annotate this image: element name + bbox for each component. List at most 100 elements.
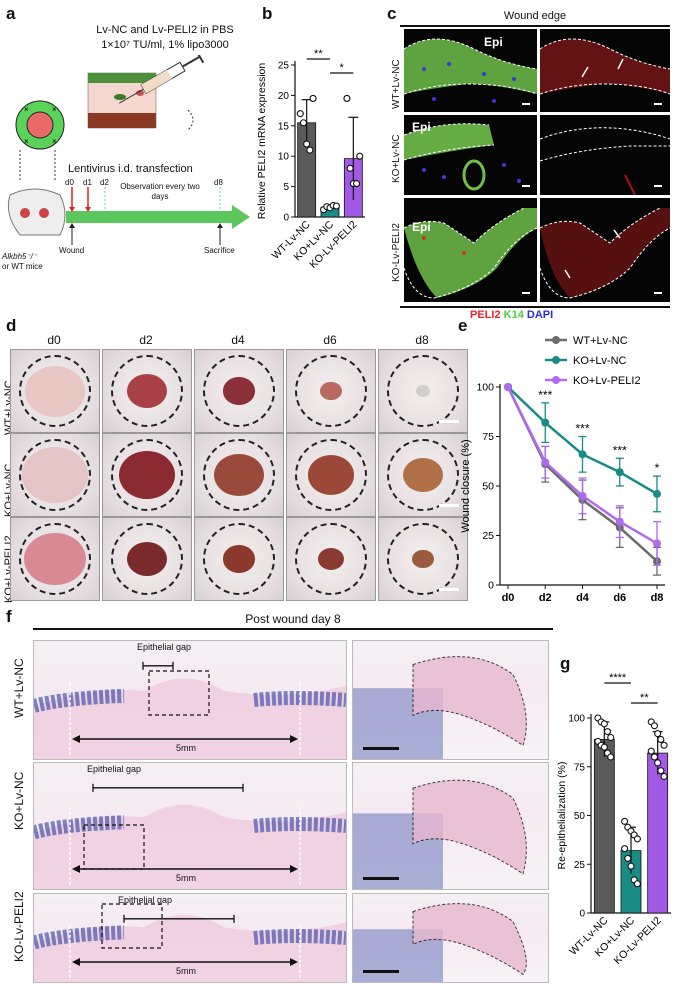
y-tick-label: 100 [476,382,494,394]
y-tick-label: 0 [579,909,585,920]
wound-photo [378,517,468,601]
histology-overview [33,762,347,890]
data-point [607,733,615,742]
significance-label: *** [613,443,627,457]
data-point [356,152,364,160]
scale-bar [439,588,459,591]
wound-photo [286,349,376,433]
y-tick-label: 20 [278,91,290,102]
fluor-peli2-ko [540,115,670,195]
wound-outline [203,355,275,427]
wound-photo [194,517,284,601]
svg-text:×: × [24,137,29,146]
scale-bar [439,504,459,507]
day-header-d2: d2 [139,333,153,347]
y-tick-label: 25 [574,860,586,871]
wound-area [22,446,88,504]
observation-label: Observation every two days [120,182,200,201]
y-tick-label: 15 [278,121,290,132]
wound-ring-icon: × × × × [15,100,65,150]
wound-photo [378,433,468,517]
y-tick-label: 5 [283,182,289,193]
wound-photo [286,517,376,601]
series-line [506,386,658,563]
y-tick-label: 50 [574,811,586,822]
day-label-d8: d8 [214,178,223,187]
scale-bar [439,420,459,423]
data-point [615,517,624,526]
data-point [309,94,317,102]
panel-label-e: e [458,316,468,335]
wound-photo [10,433,100,517]
data-point [352,180,361,188]
scale-label-5mm: 5mm [176,966,196,976]
panel-f-row-label-3: KO-Lv-PELI2 [12,891,26,962]
epi-label-1: Epi [484,35,503,49]
legend-label: WT+Lv-NC [573,335,628,347]
wound-area [119,451,175,499]
wound-area [127,374,167,408]
legend-label: KO+Lv-PELI2 [573,375,641,387]
sacrifice-label: Sacrifice [204,246,235,255]
y-tick-label: 0 [283,213,289,224]
panel-label-g: g [560,654,571,673]
data-point [303,140,311,148]
epithelial-gap-label: Epithelial gap [137,642,192,652]
wound-area [320,381,342,401]
data-point [600,743,608,751]
significance-label: *** [575,422,589,436]
wound-area [308,455,354,495]
y-tick-label: 75 [574,762,586,773]
day-header-d6: d6 [323,333,337,347]
wound-outline [203,523,275,595]
injection-line-1: Lv-NC and Lv-PELI2 in PBS [96,24,234,36]
data-point [621,845,629,853]
histology-zoom [352,893,549,983]
data-point [657,767,665,775]
x-tick-label: d2 [539,592,552,604]
panel-d-photos: d0 d2 d4 d6 d8 WT+Lv-NC KO+Lv-NC KO+Lv-P… [0,325,468,603]
data-point [346,164,354,172]
wound-area [24,532,86,586]
data-point [660,741,668,749]
schematic-illustration: × × × × [7,55,250,245]
mice-label-1: Alkbh5⁻/⁻ [2,252,38,261]
significance-label: ** [640,692,649,704]
wound-area [223,545,255,573]
wound-area [318,547,344,571]
y-tick-label: 25 [278,61,290,72]
histology-zoom [352,762,549,890]
panel-c-title: Wound edge [503,10,567,22]
panel-c-row-label-1: WT+Lv-NC [391,59,402,109]
wound-outline [111,523,183,595]
y-axis-label: Relative PELI2 mRNA expression [256,63,268,220]
wound-area [416,385,430,397]
panel-a-schematic: Lv-NC and Lv-PELI2 in PBS 1×10⁷ TU/ml, 1… [0,0,258,300]
panel-label-a: a [6,4,16,23]
data-point [603,728,612,736]
fluor-merge-wt [404,29,537,112]
data-point [650,722,659,730]
y-axis-label: Re-epithelialization (%) [556,762,568,870]
y-tick-label: 50 [482,481,494,493]
day-header-d4: d4 [231,333,245,347]
wound-photo [378,349,468,433]
bar [593,739,615,914]
wound-photo [102,349,192,433]
wound-area [25,365,85,417]
data-point [504,383,512,391]
panel-label-d: d [6,316,17,335]
legend-dapi: DAPI [526,309,554,321]
wound-photo [102,517,192,601]
data-point [541,458,550,467]
significance-label: * [340,62,345,74]
data-point [343,94,351,102]
data-point [600,720,608,728]
data-point [650,753,659,761]
scale-label-5mm: 5mm [176,873,196,883]
injection-line-2: 1×10⁷ TU/ml, 1% lipo3000 [101,39,229,51]
data-point [332,202,340,210]
data-point [624,854,632,862]
day-header-d8: d8 [415,333,429,347]
wound-outline [111,439,183,511]
